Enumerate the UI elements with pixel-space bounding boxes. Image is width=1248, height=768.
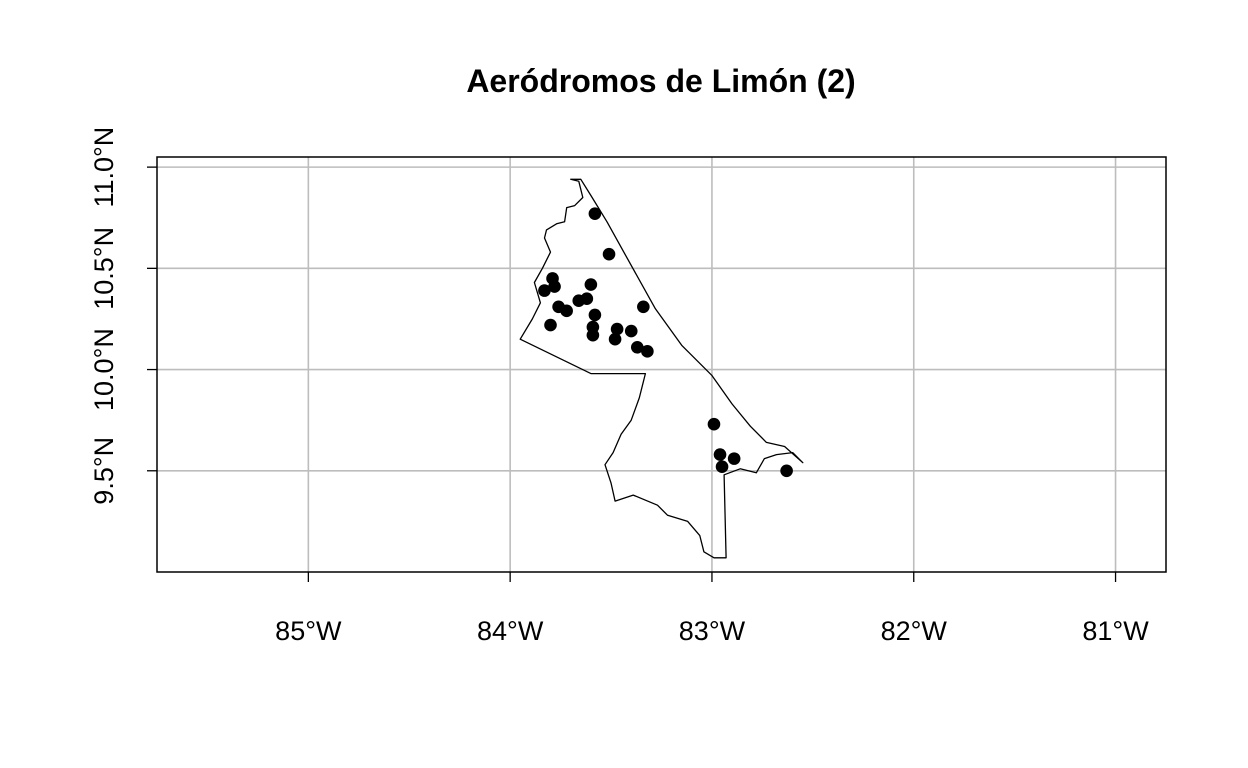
aerodrome-point (584, 278, 598, 291)
x-tick-label: 81°W (1082, 616, 1149, 646)
aerodrome-point (544, 318, 557, 332)
aerodrome-point (780, 464, 793, 478)
aerodrome-point (548, 280, 561, 293)
region-boundary (519, 178, 804, 559)
y-tick-label: 10.0°N (89, 328, 119, 411)
aerodrome-point (707, 417, 721, 431)
plot-frame (156, 156, 1167, 573)
aerodrome-point (560, 304, 573, 318)
aerodrome-point (572, 294, 586, 308)
chart-title: Aeródromos de Limón (2) (466, 63, 855, 99)
y-tick-label: 10.5°N (89, 227, 119, 310)
limon-region (519, 178, 804, 559)
aerodrome-point (538, 284, 551, 297)
aerodrome-point (588, 207, 602, 220)
x-axis: 85°W 84°W 83°W 82°W 81°W (275, 572, 1149, 646)
aerodrome-point (608, 332, 622, 346)
gridlines (157, 157, 1166, 572)
aerodrome-point (715, 460, 729, 474)
x-tick-label: 84°W (477, 616, 544, 646)
x-tick-label: 82°W (881, 616, 948, 646)
aerodrome-point (637, 300, 650, 314)
y-axis: 9.5°N 10.0°N 10.5°N 11.0°N (89, 127, 157, 505)
aerodrome-point (610, 322, 624, 336)
aerodrome-point (624, 324, 638, 338)
aerodrome-point (713, 448, 727, 461)
x-tick-label: 83°W (679, 616, 746, 646)
aerodrome-point (727, 452, 741, 465)
aerodrome-point (586, 328, 600, 342)
aerodrome-point (588, 308, 602, 322)
aerodrome-point (602, 247, 616, 261)
aerodrome-points (538, 207, 793, 478)
x-tick-label: 85°W (275, 616, 342, 646)
aerodrome-point (630, 340, 644, 354)
aerodrome-point (641, 345, 654, 358)
y-tick-label: 11.0°N (89, 127, 119, 208)
y-tick-label: 9.5°N (89, 437, 119, 505)
